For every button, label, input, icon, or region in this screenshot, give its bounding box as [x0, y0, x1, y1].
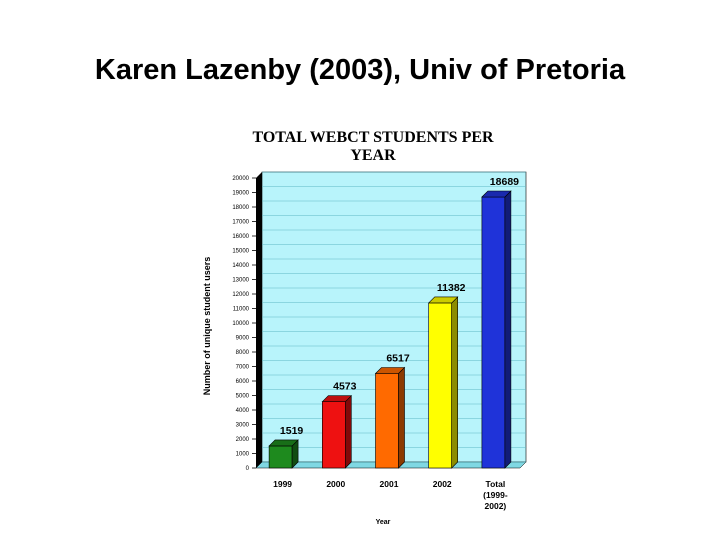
value-label: 4573: [333, 381, 357, 393]
bars: [268, 190, 512, 469]
value-labels: 1519 4573 6517 11382 18689: [280, 176, 519, 437]
chart-title-line: TOTAL WEBCT STUDENTS PER: [252, 129, 494, 146]
bar-2: [321, 394, 353, 469]
y-axis-ticks: 0 1000 2000 3000 4000 5000 6000 7000 8000 9000 100…: [232, 176, 256, 472]
y-tick-label: 13000: [232, 278, 249, 284]
y-tick-label: 4000: [236, 408, 250, 414]
value-label: 1519: [280, 425, 304, 437]
y-tick-label: 19000: [232, 191, 249, 197]
y-axis-label: Number of unique student users: [202, 257, 212, 396]
y-tick-label: 1000: [236, 452, 250, 458]
y-tick-label: 11000: [233, 307, 250, 313]
y-tick-label: 20000: [232, 176, 249, 182]
x-category-label: 2000: [326, 479, 345, 489]
value-label: 18689: [490, 176, 519, 188]
x-axis-categories: 1999 2000 2001 2002 Total(1999-2002): [273, 479, 508, 511]
bar-3: [374, 366, 406, 469]
slide-title: Karen Lazenby (2003), Univ of Pretoria: [94, 54, 626, 86]
y-tick-label: 10000: [232, 321, 249, 327]
value-label: 11382: [437, 282, 466, 294]
x-category-label: 2002: [433, 479, 452, 489]
y-tick-label: 9000: [236, 336, 250, 342]
y-tick-label: 15000: [232, 249, 249, 255]
x-category-label: 2001: [380, 479, 399, 489]
y-tick-label: 3000: [236, 423, 250, 429]
y-tick-label: 17000: [232, 220, 249, 226]
bar-4: [427, 296, 459, 469]
bar-1: [268, 439, 299, 469]
y-tick-label: 16000: [232, 234, 249, 240]
x-category-label: Total: [486, 479, 506, 489]
x-category-label: (1999-: [483, 490, 508, 500]
y-tick-label: 12000: [232, 292, 249, 298]
value-label: 6517: [386, 353, 410, 365]
chart-title-line: YEAR: [350, 147, 396, 164]
y-tick-label: 7000: [236, 365, 250, 371]
bar-5: [481, 190, 512, 469]
x-axis-label: Year: [376, 519, 391, 526]
y-tick-label: 18000: [232, 205, 249, 211]
side-wall: [256, 172, 262, 468]
y-tick-label: 6000: [236, 379, 250, 385]
x-category-label: 1999: [273, 479, 292, 489]
y-tick-label: 14000: [232, 263, 249, 269]
y-tick-label: 5000: [236, 394, 250, 400]
y-tick-label: 0: [246, 466, 250, 472]
y-tick-label: 2000: [236, 437, 250, 443]
y-tick-label: 8000: [236, 350, 250, 356]
x-category-label: 2002): [485, 501, 507, 511]
